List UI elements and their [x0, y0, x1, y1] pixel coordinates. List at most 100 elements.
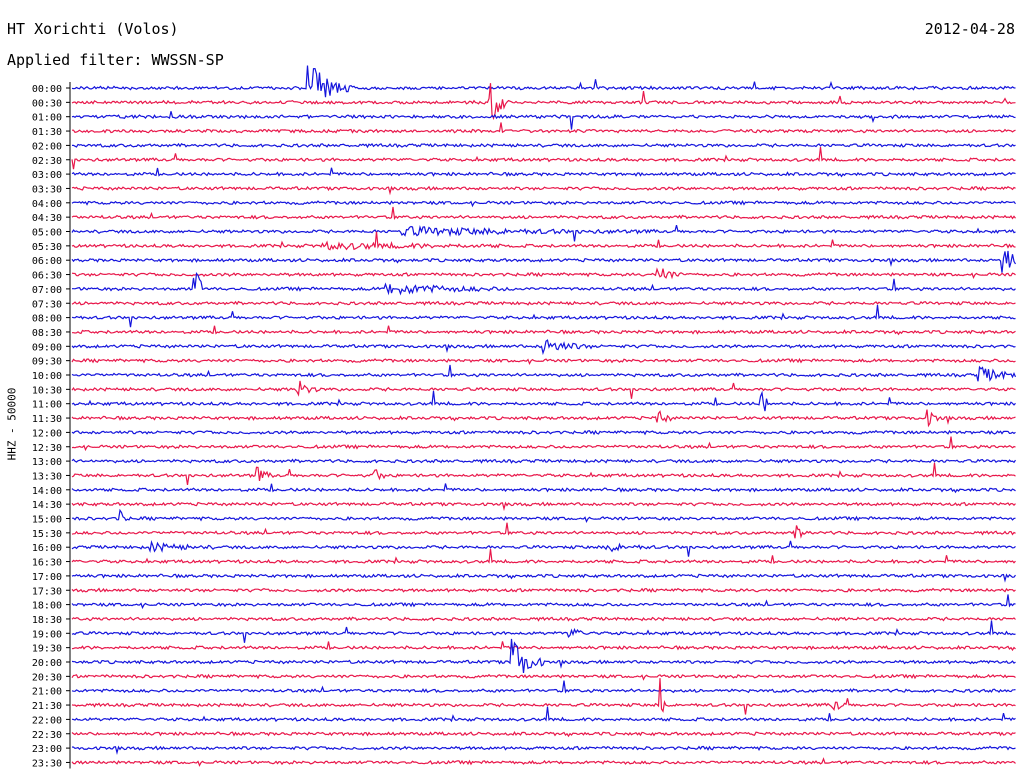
row-time-label: 04:30: [32, 213, 62, 224]
row-time-label: 17:00: [32, 572, 62, 583]
trace-row-0300: [71, 167, 1016, 178]
trace-row-1530: [71, 522, 1016, 539]
trace-row-0900: [71, 339, 1016, 356]
station-title: HT Xorichti (Volos): [7, 20, 179, 38]
row-time-label: 16:00: [32, 543, 62, 554]
row-time-label: 18:30: [32, 615, 62, 626]
trace-row-0500: [71, 224, 1016, 242]
trace-row-1100: [71, 390, 1016, 412]
trace-row-0330: [71, 185, 1016, 196]
trace-row-2130: [71, 678, 1016, 715]
trace-row-1330: [71, 462, 1016, 485]
trace-row-0830: [72, 325, 1016, 336]
row-time-label: 19:30: [32, 644, 62, 655]
row-time-label: 00:00: [32, 84, 62, 95]
trace-row-1630: [71, 548, 1016, 565]
trace-row-0230: [71, 147, 1016, 170]
row-time-label: 00:30: [32, 98, 62, 109]
filter-line: Applied filter: WWSSN-SP: [7, 51, 224, 69]
row-time-label: 02:00: [32, 141, 62, 152]
filter-name: WWSSN-SP: [151, 51, 224, 69]
trace-row-1500: [72, 508, 1016, 523]
filter-label: Applied filter:: [7, 51, 143, 69]
row-time-label: 07:30: [32, 299, 62, 310]
trace-row-1000: [71, 364, 1017, 382]
record-date: 2012-04-28: [924, 20, 1015, 38]
row-time-label: 10:30: [32, 385, 62, 396]
row-time-label: 05:30: [32, 242, 62, 253]
trace-row-1700: [71, 573, 1016, 583]
trace-row-1030: [71, 380, 1016, 399]
trace-row-0630: [71, 267, 1016, 280]
row-time-label: 23:30: [32, 758, 62, 769]
trace-row-2000: [71, 638, 1016, 673]
row-time-label: 06:00: [32, 256, 62, 267]
row-time-label: 07:00: [32, 285, 62, 296]
row-time-label: 06:30: [32, 271, 62, 282]
trace-row-2100: [71, 680, 1016, 694]
trace-row-0600: [71, 250, 1017, 273]
trace-row-1730: [71, 587, 1016, 594]
trace-row-0200: [72, 142, 1016, 149]
row-time-label: 11:30: [32, 414, 62, 425]
row-time-label: 01:00: [32, 113, 62, 124]
row-time-label: 04:00: [32, 199, 62, 210]
trace-row-0800: [71, 304, 1016, 328]
row-time-label: 08:30: [32, 328, 62, 339]
trace-row-2230: [71, 730, 1016, 738]
row-time-label: 23:00: [32, 744, 62, 755]
trace-row-2330: [71, 757, 1016, 767]
row-time-label: 03:00: [32, 170, 62, 181]
trace-row-1600: [71, 540, 1016, 557]
trace-row-0000: [71, 65, 1016, 98]
row-time-label: 12:30: [32, 443, 62, 454]
row-time-label: 13:00: [32, 457, 62, 468]
row-time-label: 22:30: [32, 730, 62, 741]
row-time-label: 14:30: [32, 500, 62, 511]
row-time-label: 03:30: [32, 184, 62, 195]
row-time-label: 11:00: [32, 400, 62, 411]
trace-row-0730: [71, 300, 1016, 306]
row-time-label: 22:00: [32, 715, 62, 726]
row-time-label: 19:00: [32, 629, 62, 640]
row-time-label: 21:30: [32, 701, 62, 712]
row-time-label: 09:30: [32, 357, 62, 368]
row-time-label: 15:00: [32, 515, 62, 526]
row-time-label: 14:00: [32, 486, 62, 497]
trace-row-0400: [71, 199, 1016, 208]
trace-row-1930: [71, 641, 1016, 652]
trace-row-1300: [71, 458, 1016, 464]
row-time-label: 09:00: [32, 342, 62, 353]
row-time-label: 12:00: [32, 428, 62, 439]
trace-row-1830: [71, 616, 1016, 622]
trace-row-0430: [71, 206, 1016, 220]
trace-row-1900: [71, 620, 1016, 643]
trace-row-1800: [71, 594, 1016, 610]
trace-row-1430: [71, 501, 1016, 512]
row-time-label: 01:30: [32, 127, 62, 138]
trace-row-2030: [71, 673, 1016, 681]
trace-row-0530: [71, 231, 1016, 251]
trace-row-0930: [71, 357, 1016, 366]
row-time-label: 20:30: [32, 672, 62, 683]
trace-row-0030: [71, 83, 1016, 121]
row-time-label: 10:00: [32, 371, 62, 382]
row-time-label: 08:00: [32, 314, 62, 325]
trace-row-0130: [72, 122, 1016, 134]
trace-row-1130: [71, 409, 1016, 428]
trace-row-2200: [71, 706, 1016, 723]
row-time-label: 17:30: [32, 586, 62, 597]
row-time-label: 02:30: [32, 156, 62, 167]
row-time-label: 13:30: [32, 471, 62, 482]
row-time-label: 16:30: [32, 558, 62, 569]
row-time-label: 21:00: [32, 687, 62, 698]
trace-row-0100: [71, 111, 1016, 130]
trace-row-0700: [72, 272, 1016, 296]
trace-row-1400: [71, 483, 1016, 494]
row-time-label: 20:00: [32, 658, 62, 669]
row-time-label: 15:30: [32, 529, 62, 540]
row-time-label: 05:00: [32, 228, 62, 239]
trace-row-2300: [71, 745, 1016, 755]
trace-row-1200: [71, 429, 1016, 436]
